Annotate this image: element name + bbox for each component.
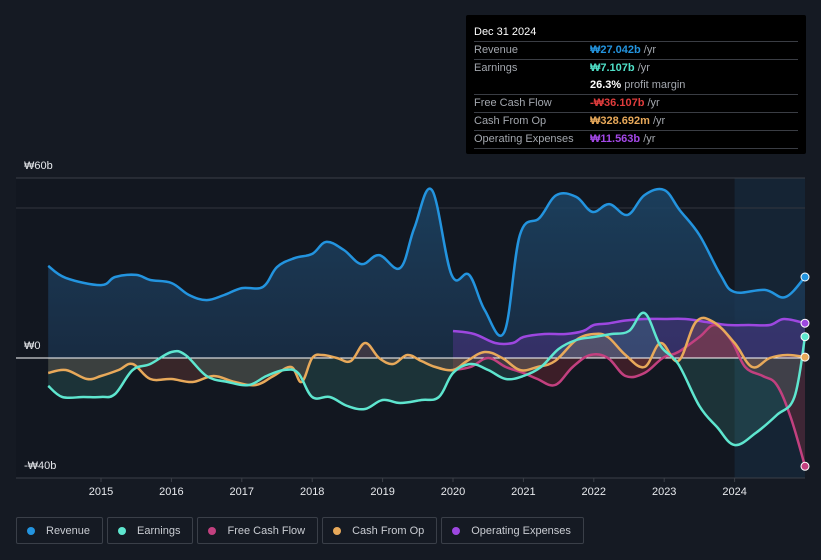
legend-dot-icon bbox=[452, 526, 461, 535]
revenue-endpoint[interactable] bbox=[800, 272, 810, 282]
legend-label: Earnings bbox=[137, 524, 181, 537]
tooltip-label bbox=[474, 77, 590, 94]
tooltip-row: Free Cash Flow -₩36.107b /yr bbox=[474, 94, 798, 112]
legend-item-free-cash-flow[interactable]: Free Cash Flow bbox=[197, 517, 319, 544]
x-tick-label: 2015 bbox=[89, 486, 113, 498]
tooltip-value: ₩11.563b /yr bbox=[590, 133, 656, 145]
tooltip-row: Revenue ₩27.042b /yr bbox=[474, 41, 798, 59]
legend-dot-icon bbox=[208, 526, 217, 535]
x-tick-label: 2022 bbox=[582, 486, 606, 498]
tooltip-label: Operating Expenses bbox=[474, 133, 574, 145]
earnings-line bbox=[47, 311, 807, 447]
legend-label: Revenue bbox=[46, 524, 91, 537]
chart-canvas: 2015 2016 2017 2018 2019 2020 2021 2022 2023 2024 bbox=[16, 177, 810, 498]
x-tick-label: 2019 bbox=[370, 486, 394, 498]
x-tick-label: 2023 bbox=[652, 486, 676, 498]
tooltip-label: Earnings bbox=[474, 62, 518, 74]
tooltip-date: Dec 31 2024 bbox=[474, 26, 537, 38]
legend-dot-icon bbox=[118, 526, 127, 535]
x-tick-label: 2016 bbox=[159, 486, 183, 498]
tooltip-value: -₩36.107b /yr bbox=[590, 97, 660, 109]
revenue-line bbox=[47, 187, 806, 337]
free-cash-flow-endpoint[interactable] bbox=[800, 461, 810, 471]
legend-dot-icon bbox=[27, 526, 35, 535]
cash-from-op-endpoint[interactable] bbox=[800, 352, 810, 362]
legend-item-revenue[interactable]: Revenue bbox=[16, 517, 104, 544]
free-cash-flow-line bbox=[452, 323, 807, 467]
tooltip-row: Operating Expenses ₩11.563b /yr bbox=[474, 130, 798, 148]
legend-item-earnings[interactable]: Earnings bbox=[107, 517, 194, 544]
tooltip-row: 26.3% profit margin bbox=[474, 77, 798, 94]
tooltip-row: Cash From Op ₩328.692m /yr bbox=[474, 112, 798, 130]
legend: Revenue Earnings Free Cash Flow Cash From O… bbox=[16, 517, 584, 544]
cash-from-op-line bbox=[47, 316, 806, 387]
tooltip-value: ₩7.107b /yr bbox=[590, 62, 650, 74]
x-tick-label: 2018 bbox=[300, 486, 324, 498]
x-tick-label: 2020 bbox=[441, 486, 465, 498]
tooltip-value: 26.3% profit margin bbox=[590, 79, 686, 91]
y-tick-label-0: ₩0 bbox=[24, 340, 41, 352]
x-tick-label: 2024 bbox=[722, 486, 746, 498]
y-tick-label-neg40b: -₩40b bbox=[24, 460, 57, 472]
revenue-area bbox=[48, 188, 805, 358]
legend-label: Cash From Op bbox=[352, 524, 425, 537]
tooltip-value: ₩328.692m /yr bbox=[590, 115, 666, 127]
legend-item-operating-expenses[interactable]: Operating Expenses bbox=[441, 517, 584, 544]
tooltip-label: Cash From Op bbox=[474, 115, 547, 127]
tooltip-value: ₩27.042b /yr bbox=[590, 44, 657, 56]
free-cash-flow-area bbox=[453, 324, 805, 467]
tooltip-row: Earnings ₩7.107b /yr bbox=[474, 59, 798, 77]
operating-expenses-endpoint[interactable] bbox=[800, 318, 810, 328]
legend-item-cash-from-op[interactable]: Cash From Op bbox=[322, 517, 438, 544]
tooltip-label: Free Cash Flow bbox=[474, 97, 552, 109]
y-tick-label-60b: ₩60b bbox=[24, 160, 53, 172]
legend-label: Free Cash Flow bbox=[227, 524, 306, 537]
tooltip-label: Revenue bbox=[474, 44, 519, 56]
earnings-endpoint[interactable] bbox=[800, 332, 810, 342]
legend-dot-icon bbox=[333, 526, 342, 535]
operating-expenses-line bbox=[452, 317, 806, 346]
tooltip: Dec 31 2024 Revenue ₩27.042b /yr Earnings ₩… bbox=[466, 15, 806, 154]
cash-from-op-area bbox=[48, 317, 805, 386]
tooltip-divider bbox=[474, 148, 798, 149]
operating-expenses-area bbox=[453, 318, 805, 358]
x-tick-label: 2017 bbox=[230, 486, 254, 498]
legend-label: Operating Expenses bbox=[471, 524, 571, 537]
x-tick-label: 2021 bbox=[511, 486, 535, 498]
